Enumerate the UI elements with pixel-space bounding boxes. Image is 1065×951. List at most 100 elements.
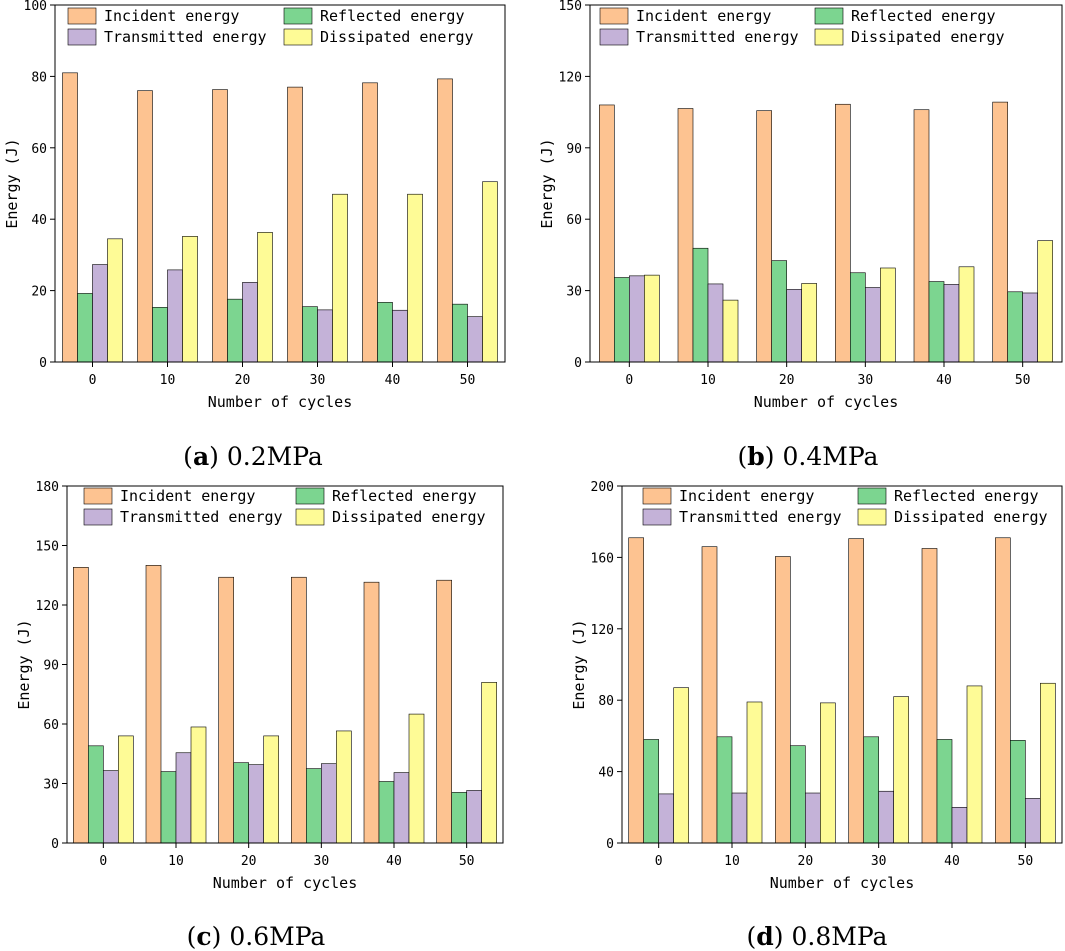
bar-dissipated-30: [336, 730, 352, 844]
x-axis-title: Number of cycles: [754, 393, 899, 411]
legend-swatch-reflected: [814, 7, 844, 25]
bar-dissipated-30: [893, 696, 909, 844]
x-tick-label: 30: [871, 854, 887, 869]
bars: [73, 565, 497, 844]
legend-swatch-reflected: [295, 487, 325, 505]
bar-transmitted-30: [878, 790, 894, 844]
bar-incident-0: [62, 72, 78, 363]
bar-transmitted-10: [707, 283, 724, 363]
y-tick-label: 150: [559, 0, 582, 14]
x-tick-label: 40: [944, 854, 960, 869]
bar-incident-50: [437, 78, 453, 363]
bar-incident-40: [921, 548, 938, 844]
x-axis-title: Number of cycles: [770, 874, 915, 892]
y-tick-label: 30: [566, 285, 582, 300]
x-tick-label: 30: [314, 854, 330, 869]
panel-a: 0 10 20 30 40 50 0 20 40 60 80 100 Number of cycles E…: [3, 0, 506, 471]
bar-transmitted-50: [1022, 292, 1038, 363]
bar-dissipated-40: [958, 266, 975, 363]
x-tick-label: 0: [89, 373, 97, 388]
bar-transmitted-20: [805, 792, 821, 844]
bar-reflected-0: [614, 277, 630, 363]
bar-dissipated-30: [332, 193, 348, 363]
legend-swatch-dissipated: [814, 28, 844, 46]
bar-incident-20: [756, 110, 772, 363]
bar-dissipated-10: [190, 726, 207, 844]
legend-label-dissipated: Dissipated energy: [851, 28, 1005, 46]
bar-dissipated-50: [1040, 682, 1056, 844]
y-axis-title: Energy (J): [3, 138, 21, 228]
y-tick-label: 100: [24, 0, 47, 14]
legend-swatch-transmitted: [599, 28, 629, 46]
y-tick-label: 0: [51, 837, 59, 852]
legend-label-dissipated: Dissipated energy: [894, 508, 1048, 526]
bar-reflected-20: [771, 260, 787, 363]
bar-reflected-0: [88, 745, 104, 844]
bar-transmitted-30: [321, 763, 337, 844]
y-axis-title: Energy (J): [570, 619, 588, 709]
bar-transmitted-40: [951, 806, 968, 844]
x-tick-label: 0: [625, 373, 633, 388]
panel-c: 0 10 20 30 40 50 0 30 60 90 120 150 180 Number of cyc…: [15, 480, 504, 951]
bar-reflected-0: [643, 739, 659, 844]
y-tick-label: 120: [559, 70, 582, 85]
bar-dissipated-10: [746, 701, 763, 844]
legend: Incident energy Reflected energy Transmitt…: [83, 487, 486, 526]
legend-swatch-transmitted: [67, 28, 97, 46]
legend-label-reflected: Reflected energy: [332, 487, 477, 505]
y-tick-label: 60: [566, 213, 582, 228]
bar-incident-30: [287, 86, 303, 363]
legend-swatch-transmitted: [642, 508, 672, 526]
bar-transmitted-0: [629, 275, 645, 363]
x-tick-label: 10: [160, 373, 176, 388]
legend-swatch-incident: [599, 7, 629, 25]
y-tick-label: 80: [598, 694, 614, 709]
bar-incident-30: [291, 576, 307, 844]
bar-transmitted-20: [786, 289, 802, 363]
bar-transmitted-30: [317, 309, 333, 363]
bar-transmitted-20: [242, 282, 258, 363]
bar-dissipated-40: [966, 685, 983, 844]
y-tick-label: 0: [39, 356, 47, 371]
bar-dissipated-50: [481, 682, 497, 844]
bar-incident-0: [73, 567, 89, 844]
bar-transmitted-40: [943, 284, 960, 363]
bar-transmitted-30: [865, 287, 881, 363]
bar-incident-40: [913, 109, 930, 363]
y-tick-label: 40: [598, 766, 614, 781]
bar-incident-50: [995, 537, 1011, 844]
bar-reflected-40: [378, 781, 395, 844]
y-tick-label: 120: [36, 599, 59, 614]
bar-transmitted-10: [175, 752, 192, 844]
bars: [62, 72, 498, 363]
x-axis-title: Number of cycles: [213, 874, 358, 892]
bar-incident-20: [775, 556, 791, 844]
plot-frame: [54, 4, 506, 363]
legend: Incident energy Reflected energy Transmitt…: [599, 7, 1005, 46]
bar-dissipated-0: [673, 687, 689, 844]
bar-transmitted-10: [731, 792, 748, 844]
y-tick-label: 150: [36, 540, 59, 555]
y-axis-title: Energy (J): [15, 619, 33, 709]
x-tick-label: 50: [459, 854, 475, 869]
bar-transmitted-50: [1025, 798, 1041, 844]
bar-dissipated-0: [118, 735, 134, 844]
bar-reflected-40: [928, 281, 945, 363]
legend-label-reflected: Reflected energy: [320, 7, 465, 25]
bar-incident-50: [992, 101, 1008, 363]
panel-d: 0 10 20 30 40 50 0 40 80 120 160 200 Number of cycle…: [570, 480, 1063, 951]
bar-reflected-10: [716, 736, 733, 844]
plot-frame: [621, 485, 1063, 844]
x-tick-label: 20: [798, 854, 814, 869]
x-tick-label: 20: [235, 373, 251, 388]
bar-reflected-50: [451, 792, 467, 844]
x-tick-label: 20: [779, 373, 795, 388]
x-tick-label: 50: [1018, 854, 1034, 869]
bar-incident-20: [212, 89, 228, 363]
bar-reflected-10: [152, 307, 168, 363]
bar-reflected-20: [233, 762, 249, 844]
x-tick-label: 50: [460, 373, 476, 388]
y-tick-label: 160: [591, 551, 614, 566]
x-tick-label: 50: [1015, 373, 1031, 388]
legend-swatch-incident: [83, 487, 113, 505]
